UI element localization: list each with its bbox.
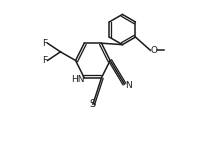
Text: N: N	[125, 81, 132, 90]
Text: F: F	[42, 39, 47, 48]
Text: S: S	[89, 99, 96, 109]
Text: HN: HN	[71, 75, 84, 84]
Text: F: F	[42, 56, 47, 65]
Text: O: O	[150, 46, 157, 55]
